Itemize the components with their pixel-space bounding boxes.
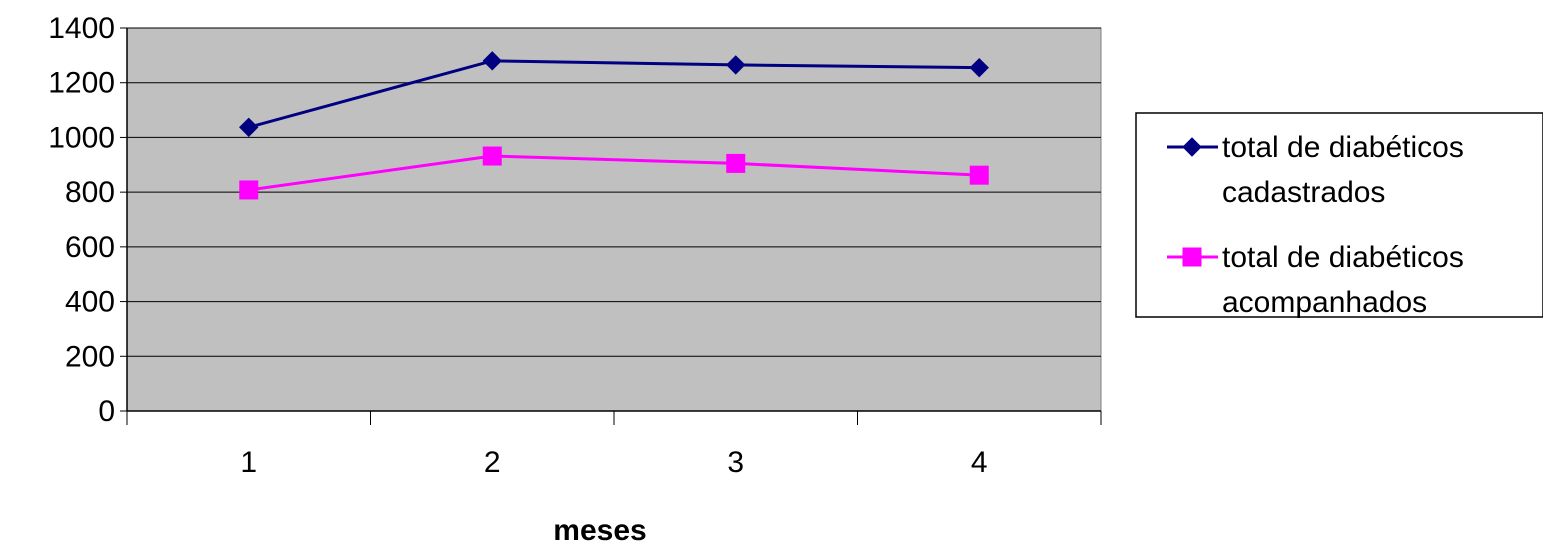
- series-line: [248, 59, 980, 129]
- y-tick-labels: 0 200 400 600 800 1000 1200 1400: [48, 12, 115, 428]
- series-line: [248, 154, 980, 192]
- legend-marker: [1182, 247, 1202, 267]
- series-1: [239, 51, 989, 138]
- axes: [120, 27, 1102, 425]
- data-point: [726, 153, 746, 173]
- y-tick-label: 400: [65, 286, 115, 319]
- series-2: [239, 146, 989, 200]
- series-layer: [239, 51, 989, 200]
- data-point: [726, 55, 746, 75]
- plot-area: [126, 27, 1102, 412]
- y-tick-label: 600: [65, 231, 115, 264]
- legend-marker: [1182, 137, 1202, 157]
- legend-entry-1: total de diabéticos cadastrados: [1167, 131, 1464, 209]
- y-tick-label: 200: [65, 340, 115, 373]
- data-point: [482, 51, 502, 71]
- x-tick-label: 4: [971, 446, 988, 479]
- legend-label: total de diabéticos: [1222, 131, 1464, 164]
- y-tick-label: 800: [65, 176, 115, 209]
- x-tick-label: 1: [240, 446, 257, 479]
- y-tick-label: 1200: [48, 67, 115, 100]
- y-tick-label: 1400: [48, 12, 115, 45]
- data-point: [482, 146, 502, 166]
- x-tick-labels: 1 2 3 4: [240, 446, 987, 479]
- data-point: [969, 57, 989, 78]
- x-tick-label: 2: [484, 446, 501, 479]
- data-point: [969, 165, 989, 185]
- y-tick-label: 0: [98, 395, 115, 428]
- legend-label: total de diabéticos: [1222, 241, 1464, 274]
- legend-label: acompanhados: [1222, 286, 1427, 319]
- gridlines: [127, 27, 1101, 357]
- data-point: [239, 117, 259, 138]
- x-tick-label: 3: [727, 446, 744, 479]
- x-axis-title: meses: [553, 514, 646, 542]
- legend-entry-2: total de diabéticos acompanhados: [1167, 241, 1464, 319]
- y-tick-label: 1000: [48, 121, 115, 154]
- data-point: [239, 180, 259, 200]
- legend-label: cadastrados: [1222, 176, 1385, 209]
